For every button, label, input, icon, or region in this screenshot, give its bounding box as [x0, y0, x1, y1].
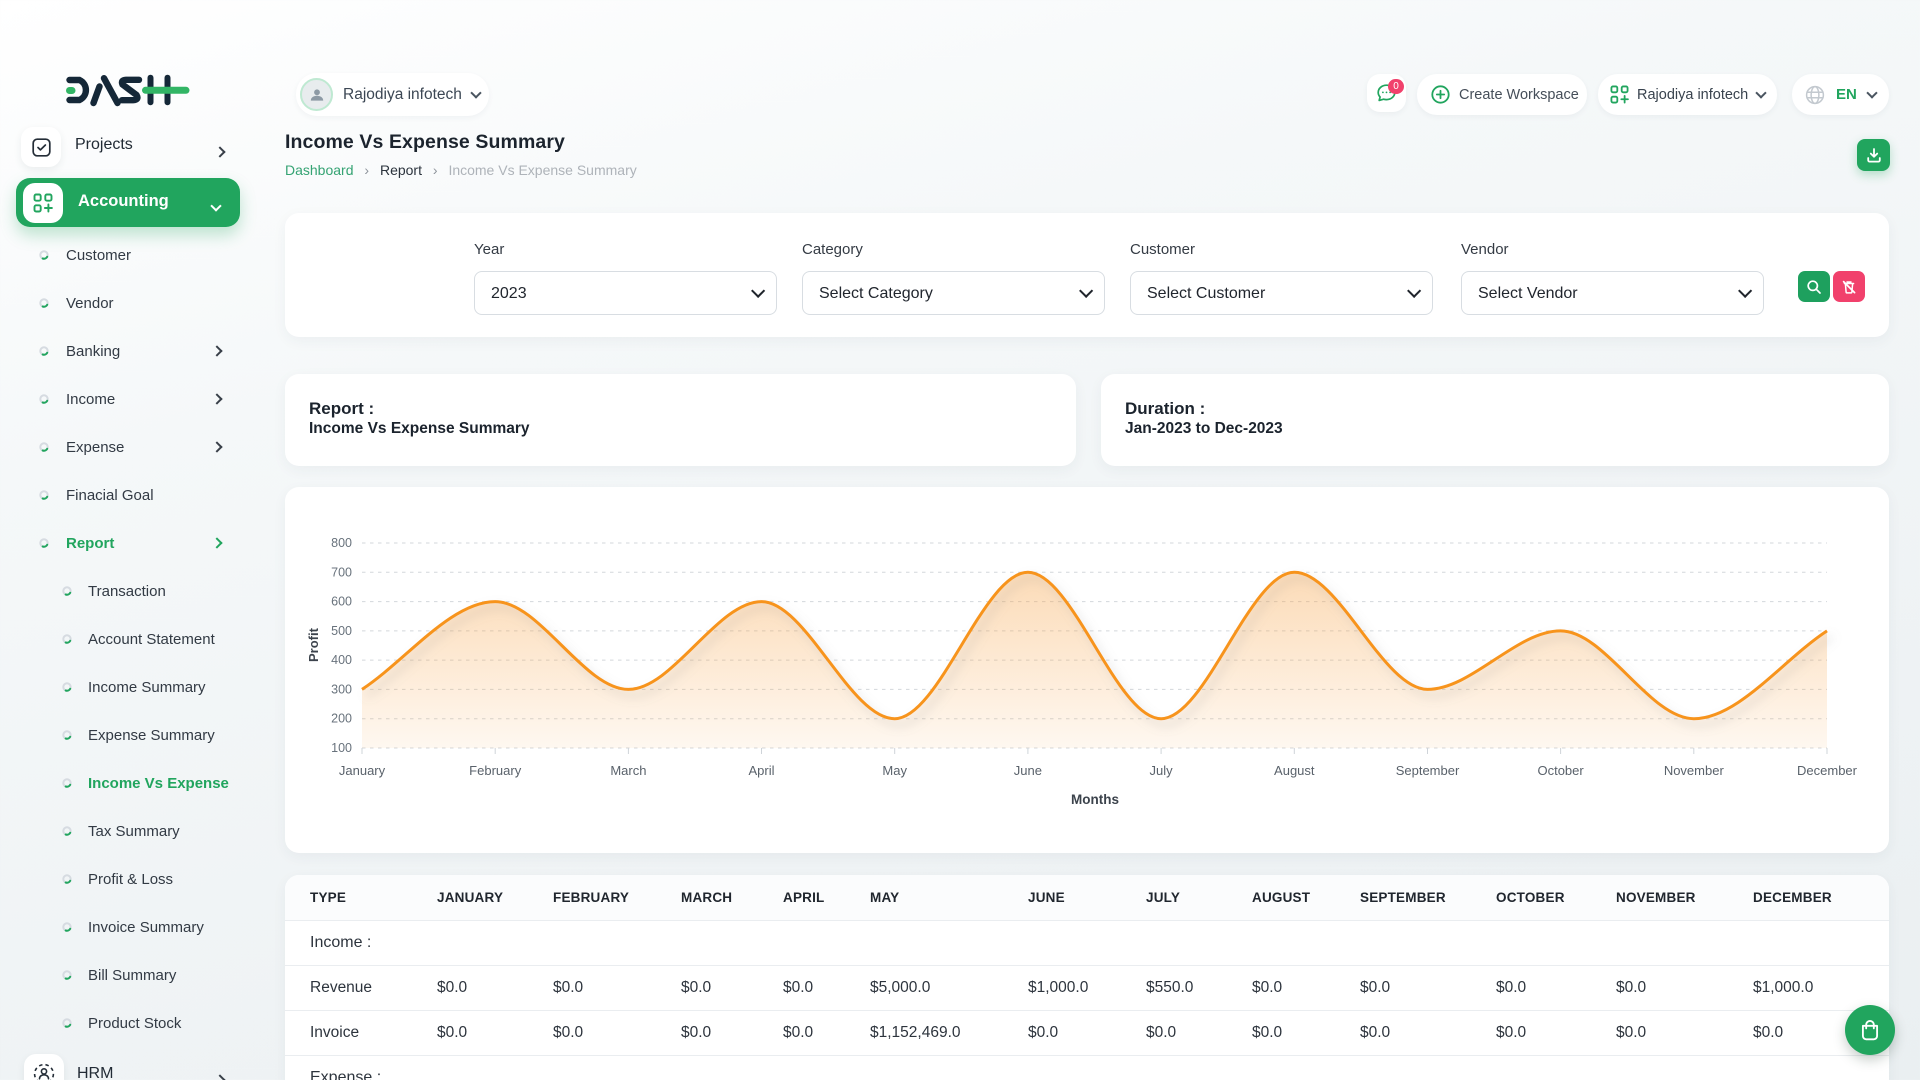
svg-text:May: May — [882, 763, 907, 778]
svg-text:400: 400 — [331, 653, 352, 667]
svg-text:200: 200 — [331, 712, 352, 726]
svg-text:November: November — [1664, 763, 1725, 778]
svg-text:100: 100 — [331, 741, 352, 755]
svg-text:Profit: Profit — [306, 627, 321, 662]
svg-text:700: 700 — [331, 565, 352, 579]
svg-text:September: September — [1396, 763, 1460, 778]
svg-text:300: 300 — [331, 682, 352, 696]
svg-text:August: August — [1274, 763, 1315, 778]
svg-text:500: 500 — [331, 624, 352, 638]
svg-text:600: 600 — [331, 595, 352, 609]
svg-text:July: July — [1150, 763, 1174, 778]
svg-text:January: January — [339, 763, 386, 778]
svg-text:December: December — [1797, 763, 1858, 778]
svg-text:June: June — [1014, 763, 1042, 778]
svg-text:April: April — [748, 763, 774, 778]
svg-text:October: October — [1537, 763, 1584, 778]
svg-text:800: 800 — [331, 536, 352, 550]
svg-text:March: March — [610, 763, 646, 778]
svg-text:February: February — [469, 763, 522, 778]
svg-text:Months: Months — [1071, 792, 1119, 807]
